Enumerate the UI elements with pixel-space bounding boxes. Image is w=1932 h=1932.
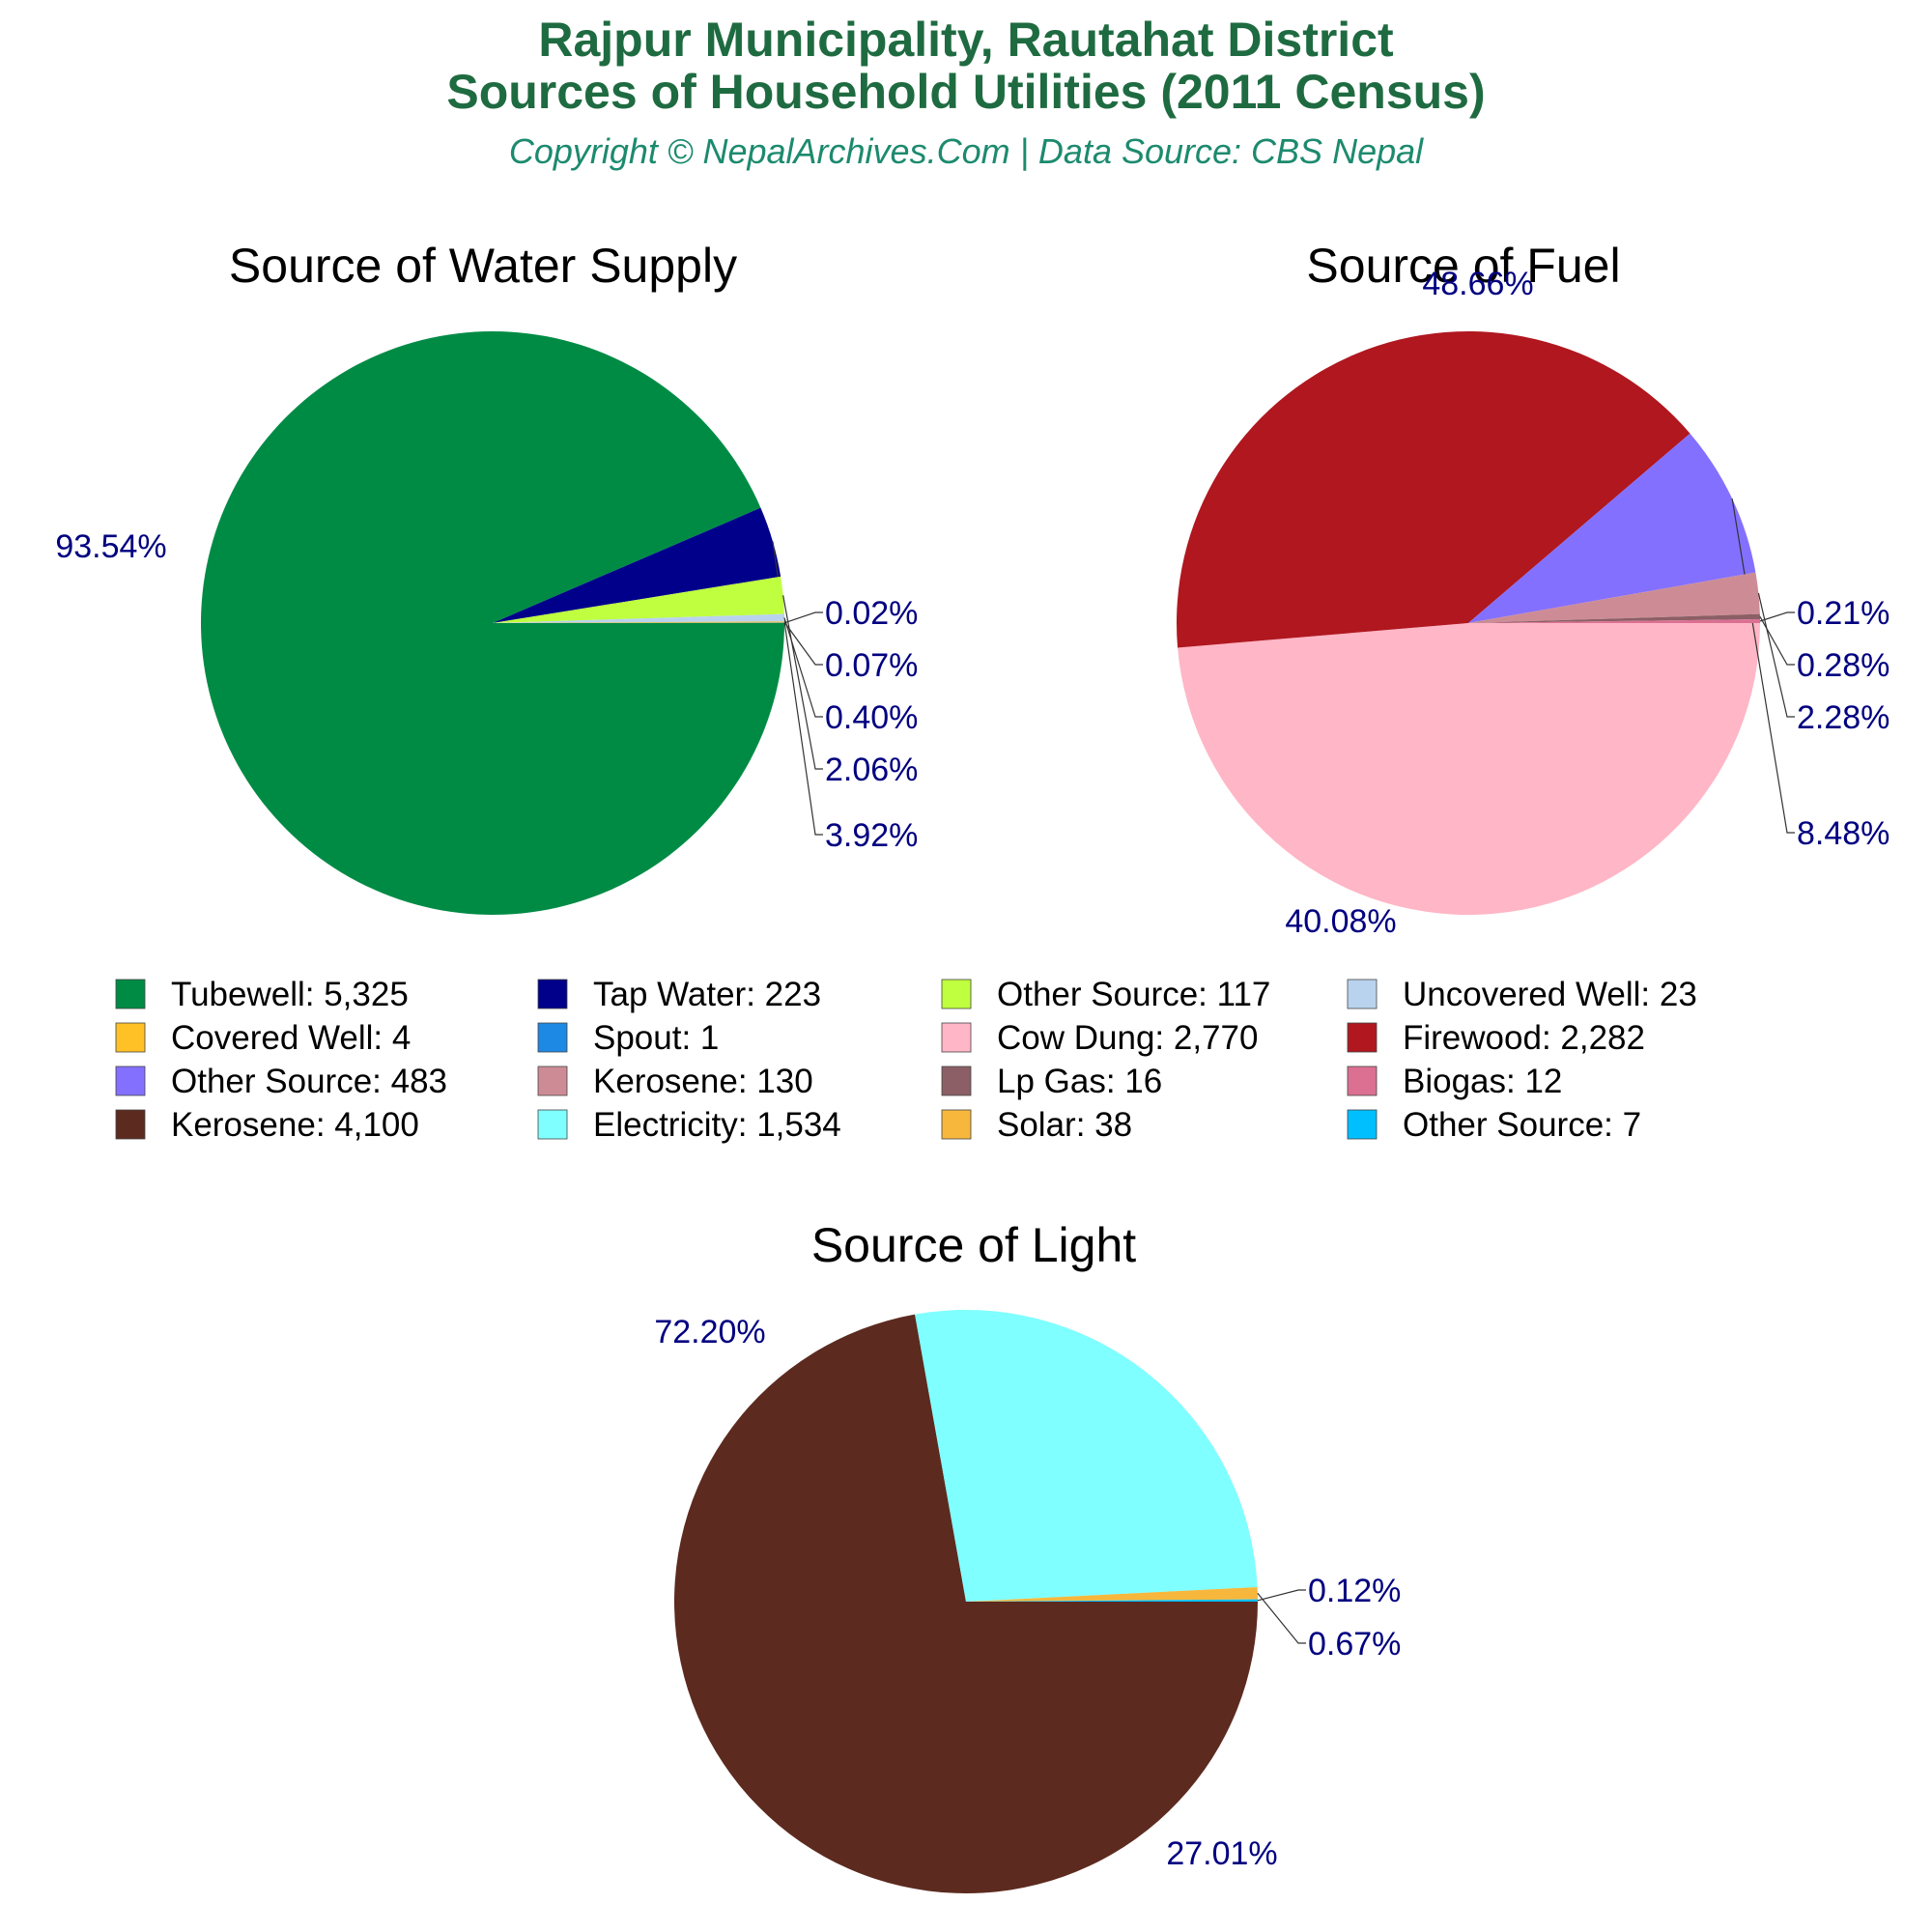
leader-line-fuel-3	[1757, 592, 1795, 718]
pie-slice-water-0	[201, 330, 784, 915]
pie-label-fuel-2: 8.48%	[1797, 815, 1889, 852]
legend-label-6: Cow Dung: 2,770	[997, 1019, 1258, 1057]
leader-line-water-5	[783, 611, 823, 624]
pie-slice-fuel-1	[1177, 331, 1690, 648]
legend-swatch-5	[537, 1022, 568, 1053]
legend-swatch-14	[941, 1109, 972, 1140]
legend-swatch-0	[115, 979, 146, 1009]
pie-label-light-0: 72.20%	[654, 1314, 765, 1350]
leader-line-light-2	[1257, 1592, 1306, 1644]
pie-slice-fuel-4	[1468, 613, 1760, 623]
chart-title: Rajpur Municipality, Rautahat District	[538, 13, 1394, 67]
legend-label-3: Uncovered Well: 23	[1403, 976, 1697, 1013]
leader-line-light-3	[1257, 1589, 1306, 1602]
leader-line-fuel-5	[1759, 611, 1795, 622]
pie-slice-light-2	[966, 1586, 1258, 1602]
legend-label-10: Lp Gas: 16	[997, 1063, 1162, 1100]
pie-slice-water-3	[493, 613, 784, 623]
legend-label-5: Spout: 1	[593, 1019, 719, 1057]
leader-line-water-1	[772, 541, 823, 836]
pie-label-light-2: 0.67%	[1308, 1626, 1401, 1662]
legend-label-0: Tubewell: 5,325	[171, 976, 409, 1013]
pie-label-water-4: 0.07%	[825, 647, 918, 684]
legend-swatch-6	[941, 1022, 972, 1053]
pie-label-fuel-4: 0.28%	[1797, 647, 1889, 684]
legend-swatch-4	[115, 1022, 146, 1053]
pie-label-fuel-5: 0.21%	[1797, 595, 1889, 632]
legend-swatch-10	[941, 1065, 972, 1096]
legend-swatch-13	[537, 1109, 568, 1140]
pie-label-water-0: 93.54%	[55, 528, 166, 565]
legend-label-4: Covered Well: 4	[171, 1019, 411, 1057]
leader-line-fuel-4	[1759, 616, 1795, 666]
legend-label-7: Firewood: 2,282	[1403, 1019, 1645, 1057]
legend-label-2: Other Source: 117	[997, 976, 1270, 1013]
legend-swatch-7	[1347, 1022, 1378, 1053]
legend-label-9: Kerosene: 130	[593, 1063, 813, 1100]
pie-label-light-1: 27.01%	[1166, 1835, 1277, 1872]
pie-label-fuel-1: 40.08%	[1285, 903, 1396, 940]
pie-label-light-3: 0.12%	[1308, 1573, 1401, 1609]
legend-label-13: Electricity: 1,534	[593, 1106, 841, 1144]
pie-title-water: Source of Water Supply	[229, 239, 737, 293]
pie-title-light: Source of Light	[811, 1218, 1136, 1272]
legend-label-11: Biogas: 12	[1403, 1063, 1562, 1100]
pie-slice-water-1	[493, 507, 781, 623]
leader-line-water-4	[783, 621, 823, 666]
legend-swatch-8	[115, 1065, 146, 1096]
chart-title-line2: Sources of Household Utilities (2011 Cen…	[446, 65, 1486, 119]
pie-label-fuel-3: 2.28%	[1797, 699, 1889, 736]
leader-line-water-2	[782, 595, 823, 770]
pie-slice-water-4	[493, 621, 784, 623]
legend-swatch-1	[537, 979, 568, 1009]
pie-label-fuel-0: 48.66%	[1422, 266, 1533, 302]
pie-title-fuel: Source of Fuel	[1306, 239, 1620, 293]
legend-label-1: Tap Water: 223	[593, 976, 821, 1013]
pie-label-water-5: 0.02%	[825, 595, 918, 632]
legend-swatch-9	[537, 1065, 568, 1096]
pie-slice-fuel-5	[1468, 619, 1760, 623]
pie-slice-light-3	[966, 1599, 1258, 1602]
chart-subtitle: Copyright © NepalArchives.Com | Data Sou…	[508, 131, 1424, 171]
legend-label-12: Kerosene: 4,100	[171, 1106, 419, 1144]
pie-slice-fuel-2	[1468, 433, 1756, 623]
legend-label-14: Solar: 38	[997, 1106, 1132, 1144]
leader-line-water-3	[783, 617, 823, 718]
legend-swatch-15	[1347, 1109, 1378, 1140]
pie-slice-fuel-3	[1468, 572, 1760, 623]
pie-slice-water-2	[493, 576, 784, 623]
legend-label-15: Other Source: 7	[1403, 1106, 1641, 1144]
pie-slice-light-1	[915, 1310, 1258, 1602]
legend-label-8: Other Source: 483	[171, 1063, 447, 1100]
legend-swatch-11	[1347, 1065, 1378, 1096]
pie-label-water-3: 0.40%	[825, 699, 918, 736]
pie-label-water-2: 2.06%	[825, 752, 918, 788]
legend-swatch-12	[115, 1109, 146, 1140]
pie-slice-light-0	[673, 1314, 1258, 1893]
pie-label-water-1: 3.92%	[825, 817, 918, 854]
legend-swatch-3	[1347, 979, 1378, 1009]
legend-swatch-2	[941, 979, 972, 1009]
pie-slice-fuel-0	[1178, 623, 1760, 915]
